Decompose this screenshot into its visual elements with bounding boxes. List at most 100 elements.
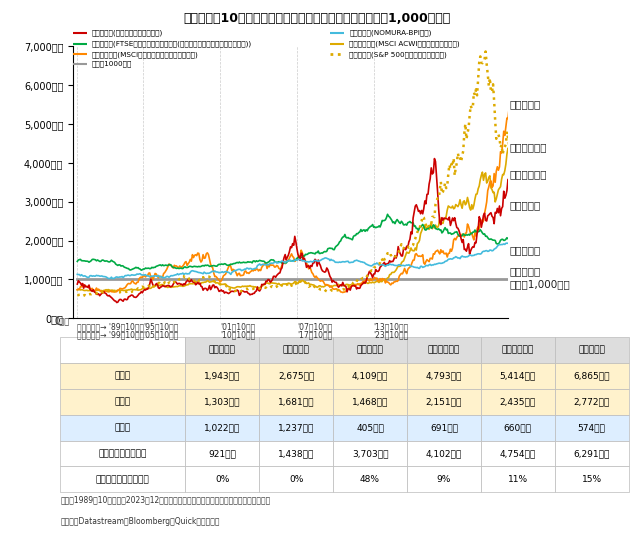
Text: 6,865万円: 6,865万円 (573, 372, 610, 381)
FancyBboxPatch shape (555, 363, 629, 389)
Text: 1,438万円: 1,438万円 (278, 449, 314, 458)
FancyBboxPatch shape (259, 467, 333, 492)
FancyBboxPatch shape (407, 363, 481, 389)
Text: 米国株式型(S&P 500配当込み、円ベース): 米国株式型(S&P 500配当込み、円ベース) (349, 51, 447, 58)
FancyBboxPatch shape (185, 363, 259, 389)
Text: '10年10月末: '10年10月末 (220, 330, 255, 339)
FancyBboxPatch shape (185, 415, 259, 441)
Text: 1,303万円: 1,303万円 (204, 397, 241, 406)
Text: 2,772万円: 2,772万円 (573, 397, 610, 406)
Text: 6,291万円: 6,291万円 (573, 449, 610, 458)
Text: 2,675万円: 2,675万円 (278, 372, 314, 381)
FancyBboxPatch shape (333, 389, 407, 415)
Text: 投資開始時→ '89年10月末: 投資開始時→ '89年10月末 (77, 322, 144, 331)
Text: 投資終了時→ '99年10月末: 投資終了時→ '99年10月末 (77, 330, 145, 339)
Text: 国内株式型(日経平均株価配当込み): 国内株式型(日経平均株価配当込み) (92, 29, 163, 36)
Text: 先進国株式型: 先進国株式型 (509, 143, 547, 152)
FancyBboxPatch shape (333, 441, 407, 466)
Text: 405万円: 405万円 (356, 423, 384, 432)
FancyBboxPatch shape (407, 337, 481, 363)
Text: 48%: 48% (360, 475, 380, 484)
FancyBboxPatch shape (185, 467, 259, 492)
Text: 4,109万円: 4,109万円 (352, 372, 388, 381)
Text: 1,468万円: 1,468万円 (352, 397, 388, 406)
FancyBboxPatch shape (407, 415, 481, 441)
Text: 外国債券型: 外国債券型 (509, 245, 540, 255)
FancyBboxPatch shape (60, 389, 185, 415)
Text: '01年10月末: '01年10月末 (220, 322, 255, 331)
Text: 平均値: 平均値 (115, 397, 131, 406)
FancyBboxPatch shape (185, 441, 259, 466)
FancyBboxPatch shape (555, 415, 629, 441)
FancyBboxPatch shape (481, 363, 555, 389)
Text: 4,793万円: 4,793万円 (425, 372, 462, 381)
FancyBboxPatch shape (333, 337, 407, 363)
Text: 国内株式型: 国内株式型 (357, 345, 384, 355)
Text: 先進国株式型: 先進国株式型 (502, 345, 534, 355)
Text: 米国株式型: 米国株式型 (578, 345, 605, 355)
Text: '95年10月末: '95年10月末 (144, 322, 179, 331)
Text: 5,414万円: 5,414万円 (500, 372, 536, 381)
FancyBboxPatch shape (481, 441, 555, 466)
FancyBboxPatch shape (555, 337, 629, 363)
FancyBboxPatch shape (259, 363, 333, 389)
FancyBboxPatch shape (407, 467, 481, 492)
FancyBboxPatch shape (185, 337, 259, 363)
Text: 元本割れケースの割合: 元本割れケースの割合 (96, 475, 150, 484)
Text: （資料）Datastream、Bloomberg、Quickより作成。: （資料）Datastream、Bloomberg、Quickより作成。 (60, 517, 220, 526)
FancyBboxPatch shape (333, 467, 407, 492)
Text: 9%: 9% (437, 475, 451, 484)
FancyBboxPatch shape (555, 389, 629, 415)
Text: 921万円: 921万円 (208, 449, 236, 458)
Text: 0%: 0% (215, 475, 229, 484)
FancyBboxPatch shape (555, 467, 629, 492)
FancyBboxPatch shape (60, 415, 185, 441)
Text: '05年10月末: '05年10月末 (144, 330, 179, 339)
FancyBboxPatch shape (60, 467, 185, 492)
FancyBboxPatch shape (333, 363, 407, 389)
Text: 4,102万円: 4,102万円 (426, 449, 462, 458)
Text: '23年10月末: '23年10月末 (373, 330, 409, 339)
Text: 1,237万円: 1,237万円 (278, 423, 314, 432)
Text: 691万円: 691万円 (430, 423, 458, 432)
Text: 『図表２』10年間の一括投資の最終時価残高（投資元本：1,000万円）: 『図表２』10年間の一括投資の最終時価残高（投資元本：1,000万円） (184, 12, 451, 25)
FancyBboxPatch shape (407, 441, 481, 466)
Text: 国内債券型: 国内債券型 (509, 267, 540, 276)
Text: 15%: 15% (582, 475, 602, 484)
FancyBboxPatch shape (60, 441, 185, 466)
Text: 1,022万円: 1,022万円 (204, 423, 241, 432)
Text: 元本：1000万円: 元本：1000万円 (92, 61, 133, 67)
FancyBboxPatch shape (259, 337, 333, 363)
Text: 国内債券型: 国内債券型 (209, 345, 236, 355)
Text: 先進国株式型(MSCIコクサイ配当込み、円ベース): 先進国株式型(MSCIコクサイ配当込み、円ベース) (92, 51, 199, 58)
FancyBboxPatch shape (259, 441, 333, 466)
Text: 米国株式型: 米国株式型 (509, 100, 540, 109)
Text: 全世界株式型(MSCI ACWI配当込み、円ベース): 全世界株式型(MSCI ACWI配当込み、円ベース) (349, 40, 460, 47)
FancyBboxPatch shape (407, 389, 481, 415)
Text: （注）1989年10月末から2023年12月末までは月次データ（円建て、配当込み）を使用。: （注）1989年10月末から2023年12月末までは月次データ（円建て、配当込み… (60, 495, 271, 504)
Text: '17年10月末: '17年10月末 (297, 330, 332, 339)
Text: 全世界株式型: 全世界株式型 (428, 345, 460, 355)
Text: 最小値: 最小値 (115, 423, 131, 432)
FancyBboxPatch shape (481, 389, 555, 415)
Text: '07年10月末: '07年10月末 (297, 322, 332, 331)
Text: 元本：1,000万円: 元本：1,000万円 (509, 280, 570, 289)
Text: 1,681万円: 1,681万円 (278, 397, 314, 406)
Text: 11%: 11% (508, 475, 528, 484)
FancyBboxPatch shape (259, 415, 333, 441)
FancyBboxPatch shape (555, 441, 629, 466)
FancyBboxPatch shape (481, 467, 555, 492)
Text: 0万円: 0万円 (55, 317, 70, 326)
Text: 574万円: 574万円 (578, 423, 606, 432)
Text: 国内債券型(NOMURA-BPI総合): 国内債券型(NOMURA-BPI総合) (349, 29, 432, 36)
Text: 660万円: 660万円 (504, 423, 532, 432)
Text: '13年10月末: '13年10月末 (373, 322, 409, 331)
Text: 3,703万円: 3,703万円 (352, 449, 389, 458)
Text: 0%: 0% (289, 475, 304, 484)
FancyBboxPatch shape (60, 337, 185, 363)
Text: 最大値と最小値の差: 最大値と最小値の差 (98, 449, 147, 458)
Text: 国内株式型: 国内株式型 (509, 201, 540, 211)
FancyBboxPatch shape (481, 337, 555, 363)
Text: 2,151万円: 2,151万円 (425, 397, 462, 406)
FancyBboxPatch shape (259, 389, 333, 415)
